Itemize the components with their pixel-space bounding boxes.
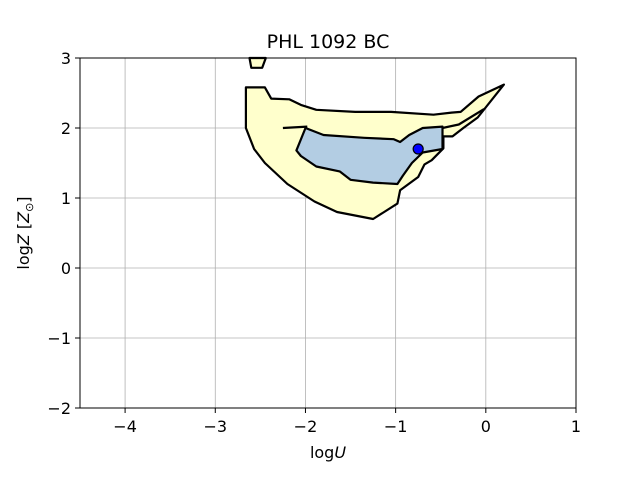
contour-regions (244, 56, 505, 221)
plot-frame (79, 57, 577, 409)
best-fit-point (412, 143, 424, 155)
x-tick-label: −1 (384, 417, 408, 436)
y-axis-label: logZ [Z⊙] (14, 196, 36, 269)
contour-line-segment (282, 125, 308, 130)
y-tick-label: 0 (61, 259, 71, 278)
y-tick-label: 2 (61, 119, 71, 138)
contour-line-segment (442, 108, 485, 130)
best-fit-marker-group (412, 143, 424, 155)
y-tick-label: −2 (47, 399, 71, 418)
x-tick-label: 0 (481, 417, 491, 436)
x-tick-label: −2 (294, 417, 318, 436)
y-tick-label: −1 (47, 329, 71, 348)
x-axis-ticks: −4 −3 −2 −1 0 1 (113, 408, 581, 436)
inner-contour-region (295, 125, 444, 186)
x-axis-label: logU (310, 443, 346, 462)
x-tick-label: −3 (203, 417, 227, 436)
y-tick-label: 1 (61, 189, 71, 208)
y-axis-ticks: −2 −1 0 1 2 3 (47, 49, 80, 418)
chart-title: PHL 1092 BC (267, 31, 390, 53)
x-tick-label: 1 (571, 417, 581, 436)
y-tick-label: 3 (61, 49, 71, 68)
contour-lines (282, 108, 485, 130)
x-tick-label: −4 (113, 417, 137, 436)
outer-contour-region (248, 56, 267, 69)
